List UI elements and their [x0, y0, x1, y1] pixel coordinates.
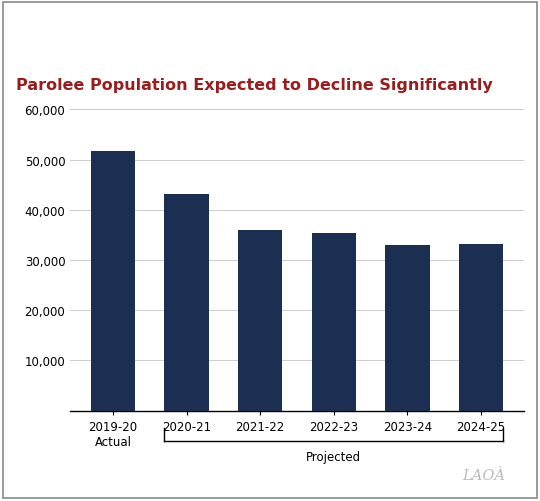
- Text: Projected: Projected: [306, 450, 361, 463]
- Bar: [386, 245, 429, 411]
- Bar: [459, 245, 503, 411]
- Text: Parolee Population Expected to Decline Significantly: Parolee Population Expected to Decline S…: [16, 78, 493, 93]
- Bar: [91, 151, 135, 411]
- Bar: [165, 194, 208, 411]
- Text: Figure 2: Figure 2: [10, 13, 68, 25]
- Text: LAOÀ: LAOÀ: [462, 468, 505, 482]
- Bar: [238, 230, 282, 411]
- Bar: [312, 233, 356, 411]
